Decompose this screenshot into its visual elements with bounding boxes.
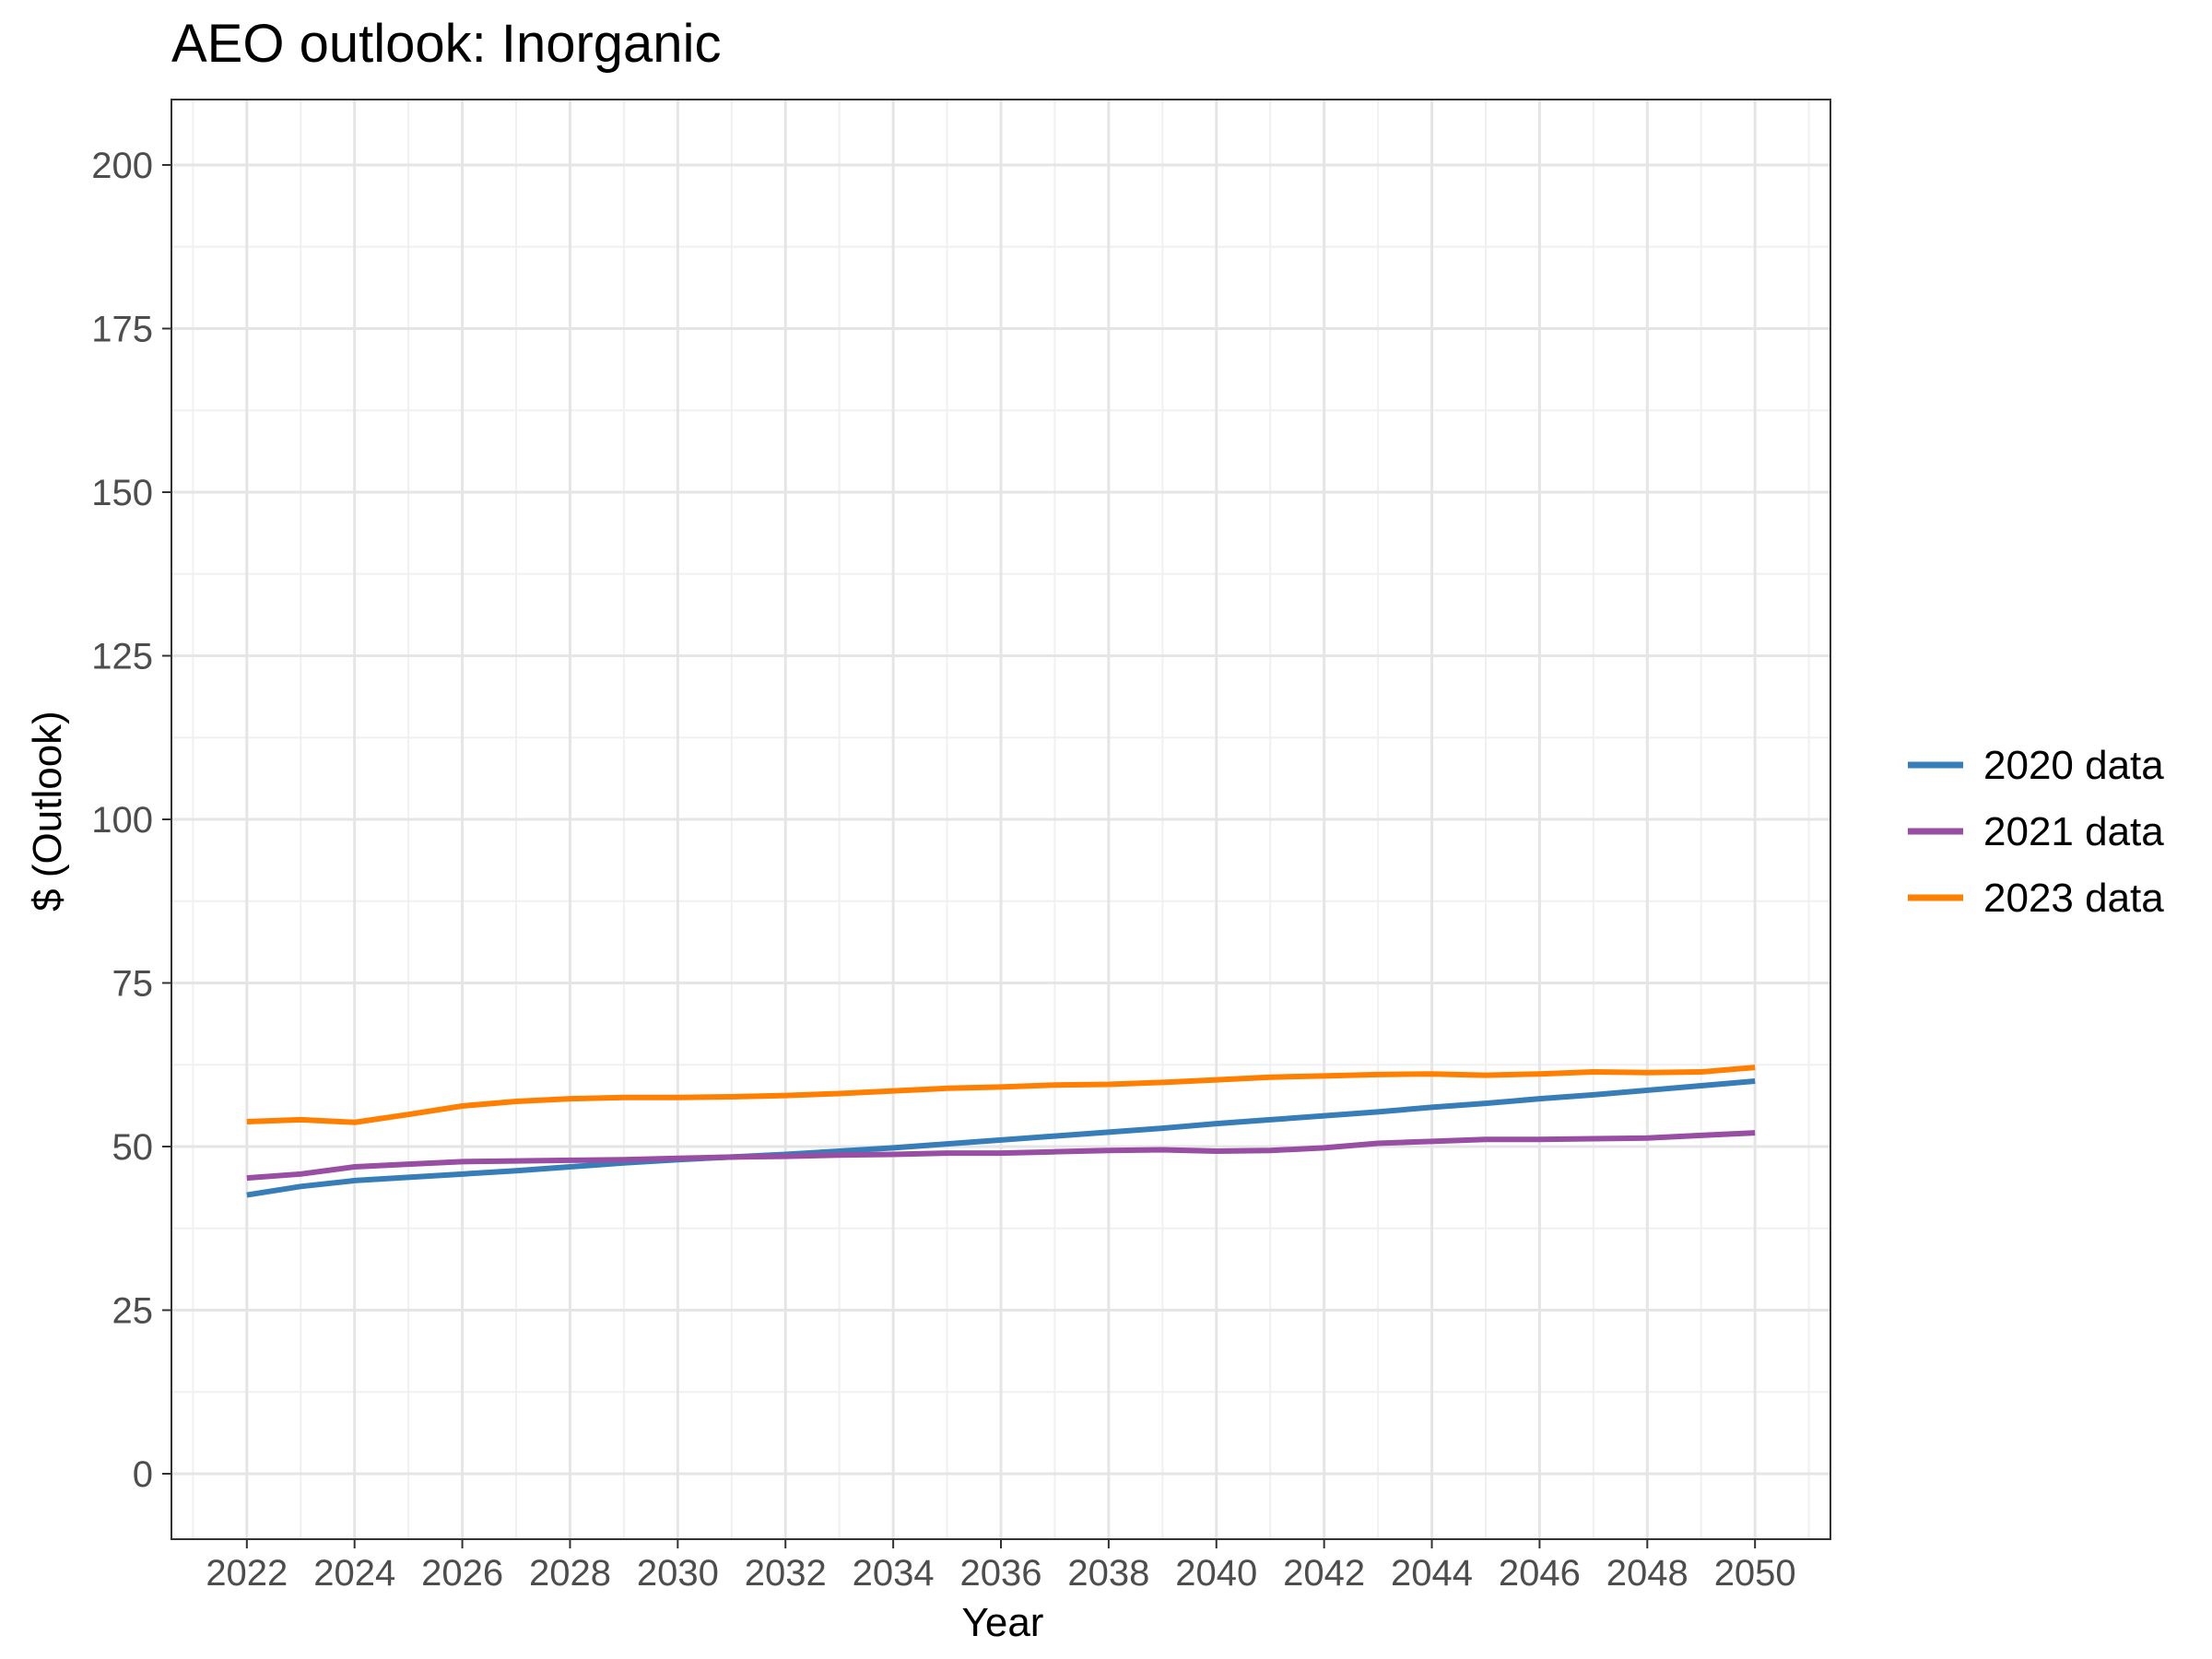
x-tick-label: 2048 <box>1606 1553 1688 1594</box>
legend-label: 2020 data <box>1983 743 2164 788</box>
legend-label: 2021 data <box>1983 809 2164 854</box>
legend-label: 2023 data <box>1983 876 2164 921</box>
major-gridlines <box>171 100 1830 1539</box>
x-axis-title: Year <box>962 1600 1044 1645</box>
y-axis: 0 25 50 75 100 125 150 175 200 <box>91 146 171 1495</box>
x-tick-label: 2046 <box>1499 1553 1581 1594</box>
x-tick-label: 2036 <box>960 1553 1042 1594</box>
y-tick-label: 125 <box>91 637 153 677</box>
x-tick-label: 2028 <box>529 1553 611 1594</box>
legend: 2020 data 2021 data 2023 data <box>1908 743 2164 921</box>
y-tick-label: 150 <box>91 473 153 513</box>
x-tick-label: 2038 <box>1067 1553 1149 1594</box>
x-tick-label: 2024 <box>313 1553 395 1594</box>
series-line-2023-data <box>246 1065 1756 1125</box>
x-tick-label: 2042 <box>1283 1553 1365 1594</box>
x-tick-label: 2022 <box>206 1553 288 1594</box>
series-line-2020-data <box>246 1078 1756 1198</box>
y-tick-label: 175 <box>91 310 153 350</box>
y-tick-label: 50 <box>112 1127 154 1168</box>
x-axis: 2022 2024 2026 2028 2030 2032 2034 2036 2038 2040… <box>206 1539 1796 1594</box>
y-tick-label: 0 <box>133 1454 153 1495</box>
y-tick-label: 100 <box>91 800 153 841</box>
x-tick-label: 2050 <box>1714 1553 1796 1594</box>
y-tick-label: 25 <box>112 1291 154 1332</box>
x-tick-label: 2040 <box>1175 1553 1257 1594</box>
chart-title: AEO outlook: Inorganic <box>171 14 721 74</box>
y-axis-title: $ (Outlook) <box>25 711 70 912</box>
y-tick-label: 75 <box>112 964 154 1005</box>
x-tick-label: 2032 <box>745 1553 827 1594</box>
x-tick-label: 2034 <box>853 1553 935 1594</box>
y-tick-label: 200 <box>91 146 153 186</box>
series-lines <box>246 1065 1756 1198</box>
series-line-2021-data <box>246 1130 1756 1182</box>
x-tick-label: 2044 <box>1391 1553 1473 1594</box>
x-tick-label: 2026 <box>421 1553 503 1594</box>
x-tick-label: 2030 <box>637 1553 719 1594</box>
